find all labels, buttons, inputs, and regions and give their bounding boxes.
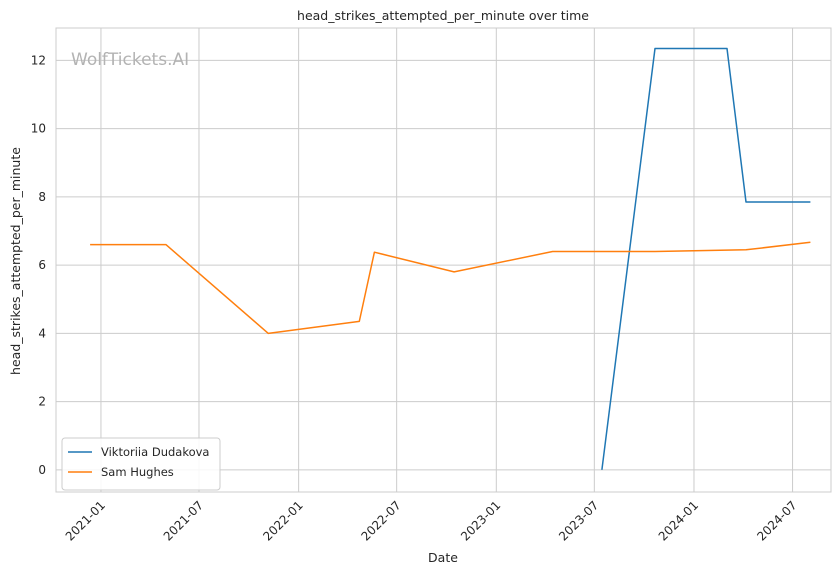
y-tick-label: 6 — [38, 258, 46, 272]
x-axis-label: Date — [428, 550, 458, 565]
plot-frame — [55, 27, 832, 493]
y-tick-label: 2 — [38, 395, 46, 409]
y-tick-labels: 0 2 4 6 8 10 12 — [31, 53, 46, 476]
chart-title: head_strikes_attempted_per_minute over t… — [297, 8, 589, 23]
legend-label-0: Viktoriia Dudakova — [101, 445, 209, 459]
legend-box — [61, 437, 221, 491]
y-tick-label: 0 — [38, 463, 46, 477]
series-line-1 — [90, 241, 811, 335]
legend: Viktoriia Dudakova Sam Hughes — [61, 437, 221, 491]
y-tick-label: 8 — [38, 190, 46, 204]
y-tick-label: 10 — [31, 122, 46, 136]
y-tick-label: 4 — [38, 326, 46, 340]
series-line-0 — [601, 47, 811, 470]
y-axis-label: head_strikes_attempted_per_minute — [8, 147, 23, 375]
series-group — [90, 47, 811, 470]
watermark: WolfTickets.AI — [71, 50, 189, 70]
legend-label-1: Sam Hughes — [101, 465, 174, 479]
y-tick-label: 12 — [31, 53, 46, 67]
